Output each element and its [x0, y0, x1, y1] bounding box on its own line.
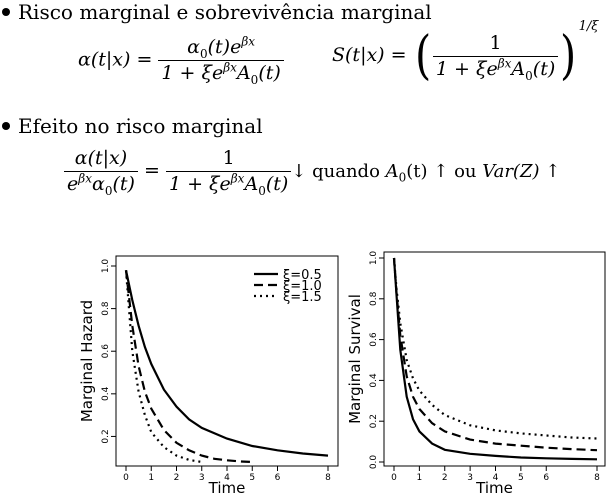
- survival-ytick-label: 0.4: [369, 373, 379, 388]
- hazard-xtick-label: 8: [325, 473, 331, 483]
- survival-y-axis-label: Marginal Survival: [346, 294, 364, 424]
- hazard-legend-label: ξ=1.0: [283, 279, 322, 294]
- bullet-dot-icon: [2, 121, 10, 130]
- survival-ytick-label: 0.6: [369, 332, 379, 347]
- bullet-marginal-risk-survival: Risco marginal e sobrevivência marginal: [2, 0, 432, 24]
- survival-x-axis-label: Time: [475, 479, 513, 494]
- hazard-xtick-label: 0: [123, 473, 129, 483]
- survival-xtick-label: 8: [594, 473, 600, 483]
- survival-series-line: [392, 257, 598, 461]
- survival-ytick-label: 1.0: [369, 251, 379, 266]
- survival-xtick-label: 4: [493, 473, 499, 483]
- survival-fraction: 1 1 + ξeβxA0(t): [432, 33, 559, 81]
- hazard-ytick-label: 0.2: [101, 429, 111, 443]
- hazard-x-axis-label: Time: [208, 479, 246, 494]
- hazard-legend: ξ=0.5ξ=1.0ξ=1.5: [254, 268, 322, 305]
- survival-xtick-label: 3: [467, 473, 473, 483]
- hazard-xtick-label: 3: [199, 473, 205, 483]
- survival-ytick-label: 0.2: [369, 414, 379, 428]
- hazard-ytick-label: 0.4: [101, 386, 111, 401]
- survival-ytick-label: 0.8: [369, 291, 379, 306]
- survival-equation: S(t|x) = ( 1 1 + ξeβxA0(t) ) 1/ξ: [332, 20, 598, 86]
- survival-xtick-label: 2: [442, 473, 448, 483]
- right-paren: ): [560, 26, 577, 86]
- hazard-ytick-label: 0.6: [101, 344, 111, 359]
- ratio-tail: ↓ quando A0(t) ↑ ou Var(Z) ↑: [291, 160, 561, 185]
- alpha-fraction: α0(t)eβx 1 + ξeβxA0(t): [158, 36, 284, 86]
- survival-xtick-label: 0: [391, 473, 397, 483]
- survival-chart: 0 1 2 3 4 5 6 8 0.0 0.2 0.4 0.6 0.8 1.0 Time Marginal S…: [346, 251, 606, 494]
- ratio-equation: α(t|x) eβxα0(t) = 1 1 + ξeβxA0(t) ↓ quan…: [64, 149, 561, 197]
- hazard-chart: 0 1 2 3 4 5 6 8 0.2 0.4 0.6 0.8 1.0 Time Marginal Haza…: [78, 255, 339, 494]
- hazard-legend-label: ξ=1.5: [283, 290, 322, 305]
- bullet-effect-marginal-risk: Efeito no risco marginal: [2, 114, 263, 138]
- hazard-series-line: [124, 270, 329, 457]
- hazard-legend-label: ξ=0.5: [283, 268, 322, 283]
- bullet-text: Risco marginal e sobrevivência marginal: [18, 0, 432, 24]
- survival-xtick-label: 6: [543, 473, 549, 483]
- hazard-xtick-label: 1: [148, 473, 154, 483]
- survival-series-line: [392, 257, 598, 440]
- left-paren: (: [414, 26, 431, 86]
- survival-series-line: [392, 257, 598, 452]
- hazard-xtick-label: 4: [224, 473, 230, 483]
- hazard-ytick-label: 1.0: [101, 259, 111, 274]
- hazard-xtick-label: 5: [249, 473, 255, 483]
- ratio-lhs-fraction: α(t|x) eβxα0(t): [64, 149, 138, 197]
- survival-exponent: 1/ξ: [578, 18, 599, 34]
- survival-xtick-label: 1: [417, 473, 423, 483]
- alpha-lhs: α(t|x) =: [78, 48, 153, 71]
- hazard-y-axis-label: Marginal Hazard: [78, 300, 96, 422]
- survival-lhs: S(t|x) =: [332, 44, 407, 66]
- hazard-xtick-label: 6: [275, 473, 281, 483]
- bullet-text: Efeito no risco marginal: [18, 114, 263, 138]
- bullet-dot-icon: [2, 7, 10, 16]
- hazard-series-line: [124, 270, 253, 464]
- hazard-series-line: [124, 270, 202, 464]
- alpha-equation: α(t|x) = α0(t)eβx 1 + ξeβxA0(t): [78, 36, 284, 86]
- survival-xtick-label: 5: [518, 473, 524, 483]
- survival-ytick-label: 0.0: [369, 455, 379, 470]
- survival-plot-frame: [383, 251, 606, 467]
- hazard-ytick-label: 0.8: [101, 301, 111, 316]
- hazard-xtick-label: 2: [174, 473, 180, 483]
- ratio-rhs-fraction: 1 1 + ξeβxA0(t): [165, 149, 292, 197]
